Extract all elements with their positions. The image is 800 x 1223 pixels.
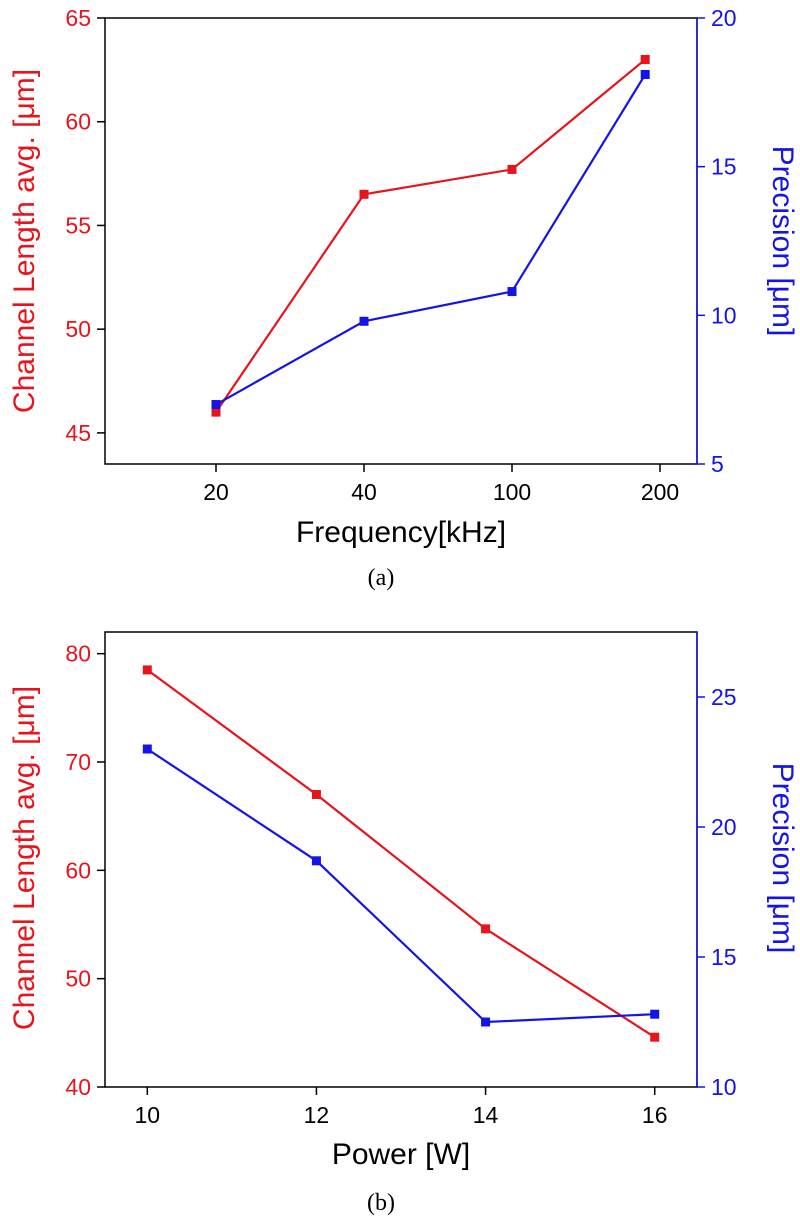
precision-point: [650, 1009, 660, 1019]
chart-a: 20 40 100 200 45 50 55 60 65 5 10 15 20 Frequency[kH…: [8, 5, 799, 591]
precision-point: [359, 316, 369, 326]
left-axis-title: Channel Length avg. [μm]: [8, 686, 41, 1030]
x-tick-label: 12: [304, 1102, 330, 1128]
y-left-tick-label: 45: [65, 420, 91, 446]
precision-point: [142, 744, 152, 754]
x-tick-label: 10: [134, 1102, 160, 1128]
channel-length-point: [311, 790, 321, 799]
y-right-tick-label: 20: [711, 814, 737, 840]
channel-length-point: [142, 665, 152, 675]
x-tick-label: 100: [493, 479, 531, 505]
y-right-tick-label: 20: [711, 5, 737, 31]
precision-line: [215, 73, 647, 406]
y-left-tick-label: 50: [65, 966, 91, 992]
channel-length-point: [481, 924, 491, 934]
x-tick-label: 16: [642, 1102, 668, 1128]
x-axis-title: Frequency[kHz]: [296, 516, 506, 549]
precision-point: [311, 856, 321, 866]
channel-length-point: [507, 164, 517, 174]
plot-frame: [104, 17, 698, 465]
y-right-tick-label: 15: [711, 944, 737, 970]
chart-b: 10 12 14 16 40 50 60 70 80 10 15 20 25 Power [W] Cha…: [8, 631, 799, 1216]
y-left-tick-label: 65: [65, 5, 91, 31]
y-right-tick-label: 10: [711, 1074, 737, 1100]
x-axis-title: Power [W]: [332, 1138, 470, 1171]
precision-point: [481, 1017, 491, 1027]
caption-b: (b): [367, 1190, 395, 1216]
x-tick-label: 200: [641, 479, 679, 505]
x-tick-label: 20: [203, 479, 229, 505]
y-right-tick-label: 15: [711, 154, 737, 180]
x-tick-label: 14: [473, 1102, 499, 1128]
precision-line: [146, 748, 655, 1024]
channel-length-point: [211, 407, 221, 417]
channel-length-point: [359, 189, 369, 199]
y-right-tick-label: 25: [711, 684, 737, 710]
right-axis-title: Precision [μm]: [766, 146, 799, 337]
precision-point: [507, 287, 517, 297]
chart-marks: 10 12 14 16 40 50 60 70 80 10 15 20 25: [65, 632, 737, 1128]
y-left-tick-label: 50: [65, 316, 91, 342]
channel-length-line: [215, 58, 646, 413]
plot-frame: [104, 631, 698, 1088]
x-tick-label: 40: [351, 479, 377, 505]
y-left-tick-label: 70: [65, 749, 91, 775]
y-right-tick-label: 10: [711, 302, 737, 328]
y-left-tick-label: 60: [65, 857, 91, 883]
y-left-tick-label: 60: [65, 109, 91, 135]
precision-point: [640, 69, 650, 79]
y-right-tick-label: 5: [711, 451, 724, 477]
y-left-tick-label: 40: [65, 1074, 91, 1100]
precision-point: [211, 400, 221, 410]
right-axis-title: Precision [μm]: [766, 763, 799, 954]
y-left-tick-label: 80: [65, 641, 91, 667]
chart-marks: 20 40 100 200 45 50 55 60 65 5 10 15 20: [65, 5, 736, 505]
channel-length-point: [650, 1032, 660, 1042]
channel-length-line: [146, 669, 656, 1039]
channel-length-point: [640, 54, 650, 64]
caption-a: (a): [368, 565, 395, 591]
y-left-tick-label: 55: [65, 212, 91, 238]
left-axis-title: Channel Length avg. [μm]: [8, 69, 41, 413]
